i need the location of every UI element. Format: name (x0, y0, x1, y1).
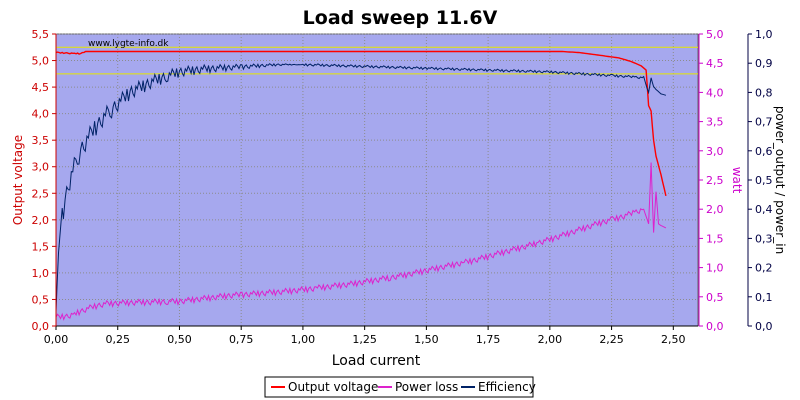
y-axis-right-watt-label: watt (730, 167, 744, 194)
y-right1-tick-label: 2,0 (706, 203, 724, 216)
y-right1-tick-label: 4,5 (706, 57, 724, 70)
y-right2-tick-label: 0,1 (755, 291, 773, 304)
y-right1-tick-label: 3,5 (706, 116, 724, 129)
y-left-tick-label: 2,5 (32, 187, 50, 200)
series-layer (55, 50, 667, 321)
watermark: www.lygte-info.dk (88, 39, 169, 49)
y-right2-tick-label: 0,0 (755, 320, 773, 333)
y-left-tick-label: 2,0 (32, 214, 50, 227)
series-line-efficiency (55, 63, 667, 312)
y-axis-right-watt: 0,0 0,5 1,0 1,5 2,0 2,5 3,0 3,5 4,0 4,5 5,0 (698, 28, 724, 333)
y-axis-left-label: Output voltage (11, 135, 25, 225)
x-tick-label: 0,25 (105, 333, 130, 346)
y-left-tick-label: 3,5 (32, 134, 50, 147)
x-axis-label: Load current (332, 353, 421, 369)
grid (55, 33, 698, 327)
x-tick-label: 0,75 (229, 333, 254, 346)
x-tick-label: 0,50 (167, 333, 192, 346)
y-left-tick-label: 4,0 (32, 108, 50, 121)
x-tick-label: 0,00 (44, 333, 69, 346)
y-left-tick-label: 4,5 (32, 81, 50, 94)
y-right1-tick-label: 3,0 (706, 145, 724, 158)
y-right2-tick-label: 0,8 (755, 86, 773, 99)
x-tick-label: 1,75 (476, 333, 501, 346)
y-right1-tick-label: 1,0 (706, 262, 724, 275)
x-tick-label: 1,00 (291, 333, 316, 346)
y-right2-tick-label: 0,6 (755, 145, 773, 158)
y-right1-tick-label: 4,0 (706, 86, 724, 99)
y-right2-tick-label: 0,7 (755, 116, 773, 129)
y-right2-tick-label: 0,4 (755, 203, 773, 216)
y-left-tick-label: 5,0 (32, 55, 50, 68)
x-tick-label: 2,00 (538, 333, 563, 346)
series-line-output-voltage (55, 50, 667, 197)
y-right2-tick-label: 0,2 (755, 262, 773, 275)
y-right1-tick-label: 5,0 (706, 28, 724, 41)
y-left-tick-label: 3,0 (32, 161, 50, 174)
y-axis-right-ratio-label: power_output / power_in (773, 106, 787, 254)
x-tick-label: 2,50 (661, 333, 686, 346)
plot-area (55, 33, 699, 327)
x-axis: 0,00 0,25 0,50 0,75 1,00 1,25 1,50 1,75 2,00 2,25… (44, 325, 698, 346)
legend-label-efficiency: Efficiency (478, 380, 536, 394)
y-left-tick-label: 1,5 (32, 240, 50, 253)
y-right2-tick-label: 0,5 (755, 174, 773, 187)
y-axis-left: 0,0 0,5 1,0 1,5 2,0 2,5 3,0 3,5 4,0 4,5 5,0 5,5 (32, 28, 57, 333)
y-axis-right-ratio: 0,0 0,1 0,2 0,3 0,4 0,5 0,6 0,7 0,8 0,9 1,0 (747, 28, 773, 333)
y-right1-tick-label: 1,5 (706, 232, 724, 245)
chart-title: Load sweep 11.6V (303, 7, 498, 29)
legend-label-power-loss: Power loss (395, 380, 458, 394)
legend-label-output-voltage: Output voltage (288, 380, 378, 394)
series-line-power-loss (55, 162, 667, 321)
y-left-tick-label: 0,0 (32, 320, 50, 333)
y-right2-tick-label: 0,3 (755, 232, 773, 245)
x-tick-label: 2,25 (599, 333, 624, 346)
x-tick-label: 1,25 (352, 333, 377, 346)
y-left-tick-label: 0,5 (32, 293, 50, 306)
x-tick-label: 1,50 (414, 333, 439, 346)
y-left-tick-label: 1,0 (32, 267, 50, 280)
y-right1-tick-label: 2,5 (706, 174, 724, 187)
y-left-tick-label: 5,5 (32, 28, 50, 41)
y-right2-tick-label: 0,9 (755, 57, 773, 70)
y-right1-tick-label: 0,0 (706, 320, 724, 333)
y-right2-tick-label: 1,0 (755, 28, 773, 41)
legend-box (264, 376, 534, 398)
y-right1-tick-label: 0,5 (706, 291, 724, 304)
legend: Output voltage Power loss Efficiency (264, 376, 536, 398)
